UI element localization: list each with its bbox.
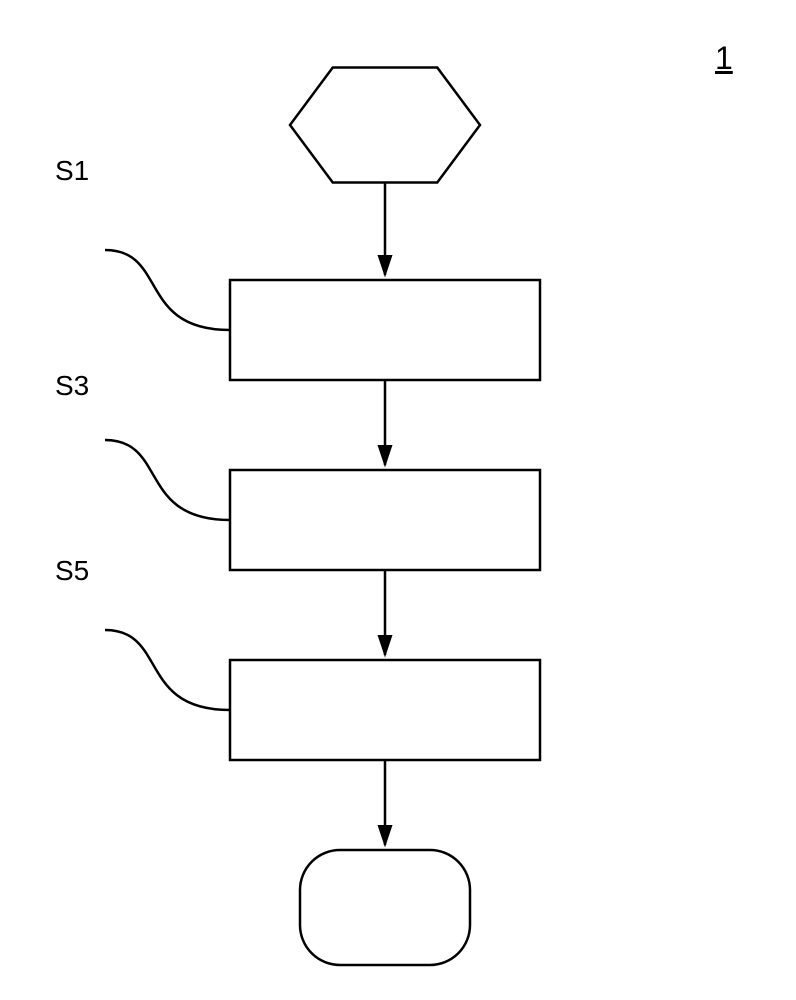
label-connector-1 [105, 250, 230, 330]
figure-number-label: 1 [715, 40, 733, 77]
step-label-2: S3 [55, 370, 89, 402]
flowchart-diagram [0, 0, 796, 1000]
step-label-1: S1 [55, 155, 89, 187]
end-terminator [300, 850, 470, 965]
process-box-3 [230, 660, 540, 760]
label-connector-3 [105, 630, 230, 710]
start-hexagon [290, 68, 480, 183]
process-box-1 [230, 280, 540, 380]
process-box-2 [230, 470, 540, 570]
label-connector-2 [105, 440, 230, 520]
step-label-3: S5 [55, 555, 89, 587]
